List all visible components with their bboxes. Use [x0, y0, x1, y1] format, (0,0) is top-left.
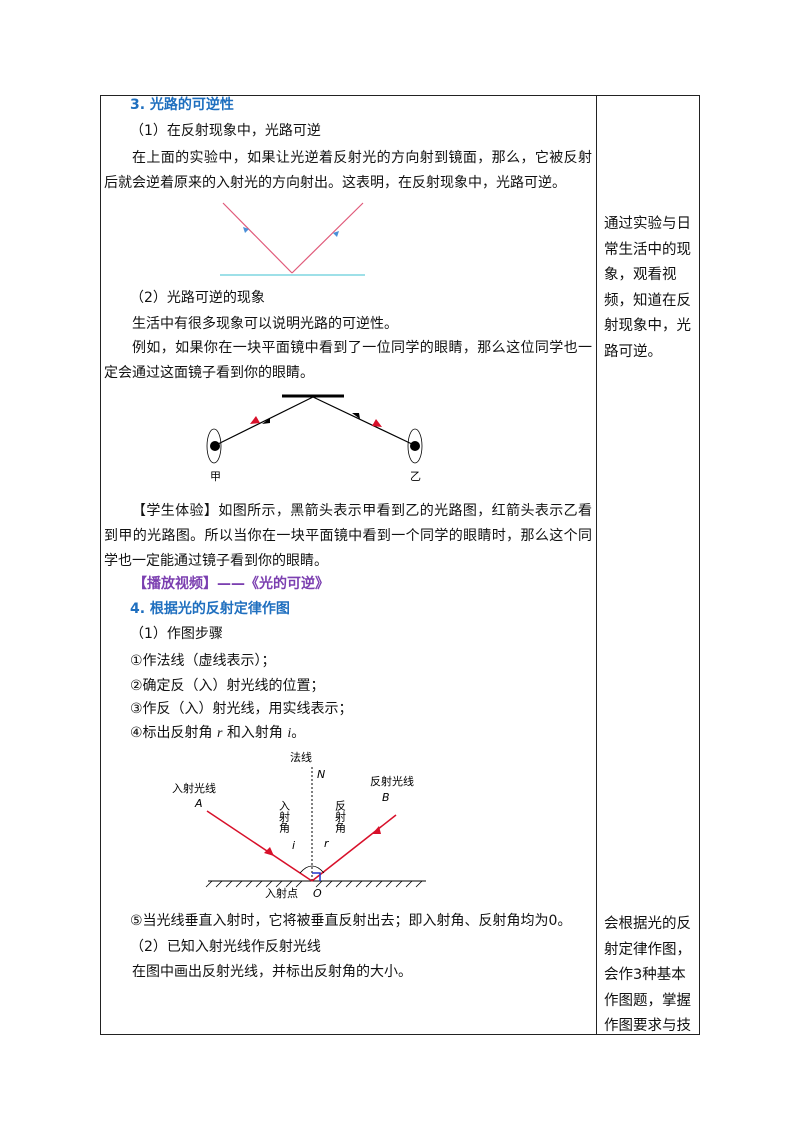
- step: ②确定反（入）射光线的位置；: [130, 678, 325, 694]
- subheading: （1）作图步骤: [130, 626, 223, 642]
- video-link: 【播放视频】——《光的可逆》: [133, 576, 329, 592]
- law-diagram: 法线 N 入射光线 A 反射光线 B 入射角 反射角 i r 入射点 O: [172, 750, 426, 900]
- symbol: i: [287, 726, 292, 741]
- label: 反射光线: [370, 774, 414, 788]
- side-note: 会根据光的反射定律作图，会作3种基本作图题，掌握作图要求与技: [604, 916, 691, 1034]
- label: 入射光线: [172, 781, 216, 795]
- step: ①作法线（虚线表示）；: [130, 653, 276, 669]
- table-frame: [100, 95, 700, 1035]
- heading: 3. 光路的可逆性: [130, 97, 234, 113]
- paragraph: 例如，如果你在一块平面镜中看到了一位同学的眼睛，那么这位同学也一定会通过这面镜子…: [104, 340, 592, 381]
- step-text: 和入射角: [226, 725, 283, 741]
- column-divider: [596, 95, 597, 1035]
- label: 反射角: [334, 800, 347, 834]
- paragraph: 在图中画出反射光线，并标出反射角的大小。: [132, 964, 412, 980]
- label: O: [313, 887, 322, 900]
- step-text: ④标出反射角: [130, 725, 213, 741]
- label: 入射点: [265, 886, 298, 900]
- label: A: [194, 797, 203, 810]
- step-text: 。: [291, 725, 306, 741]
- eye-diagram: 甲 乙: [206, 394, 423, 483]
- subheading: （1）在反射现象中，光路可逆: [130, 123, 321, 139]
- paragraph: 生活中有很多现象可以说明光路的可逆性。: [132, 316, 398, 332]
- subheading: （2）已知入射光线作反射光线: [130, 939, 321, 955]
- label: 入射角: [278, 800, 291, 834]
- step: ⑤当光线垂直入射时，它将被垂直反射出去；即入射角、反射角均为0。: [130, 913, 572, 929]
- subheading: （2）光路可逆的现象: [130, 290, 265, 306]
- label: B: [382, 791, 390, 804]
- label: i: [292, 839, 295, 852]
- step: ④标出反射角 r 和入射角 i。: [130, 721, 305, 746]
- paragraph: 在上面的实验中，如果让光逆着反射光的方向射到镜面，那么，它被反射后就会逆着原来的…: [104, 150, 592, 191]
- label: r: [324, 837, 330, 850]
- side-note: 通过实验与日常生活中的现象，观看视频，知道在反射现象中，光路可逆。: [604, 216, 691, 360]
- paragraph: 【学生体验】如图所示，黑箭头表示甲看到乙的光路图，红箭头表示乙看到甲的光路图。所…: [104, 503, 592, 569]
- eye-label: 甲: [210, 470, 221, 483]
- heading: 4. 根据光的反射定律作图: [130, 601, 290, 617]
- label: N: [317, 768, 325, 781]
- symbol: r: [217, 726, 223, 741]
- step: ③作反（入）射光线，用实线表示；: [130, 701, 353, 717]
- reflection-diagram: [220, 202, 365, 276]
- eye-label: 乙: [410, 470, 421, 483]
- label: 法线: [290, 750, 312, 764]
